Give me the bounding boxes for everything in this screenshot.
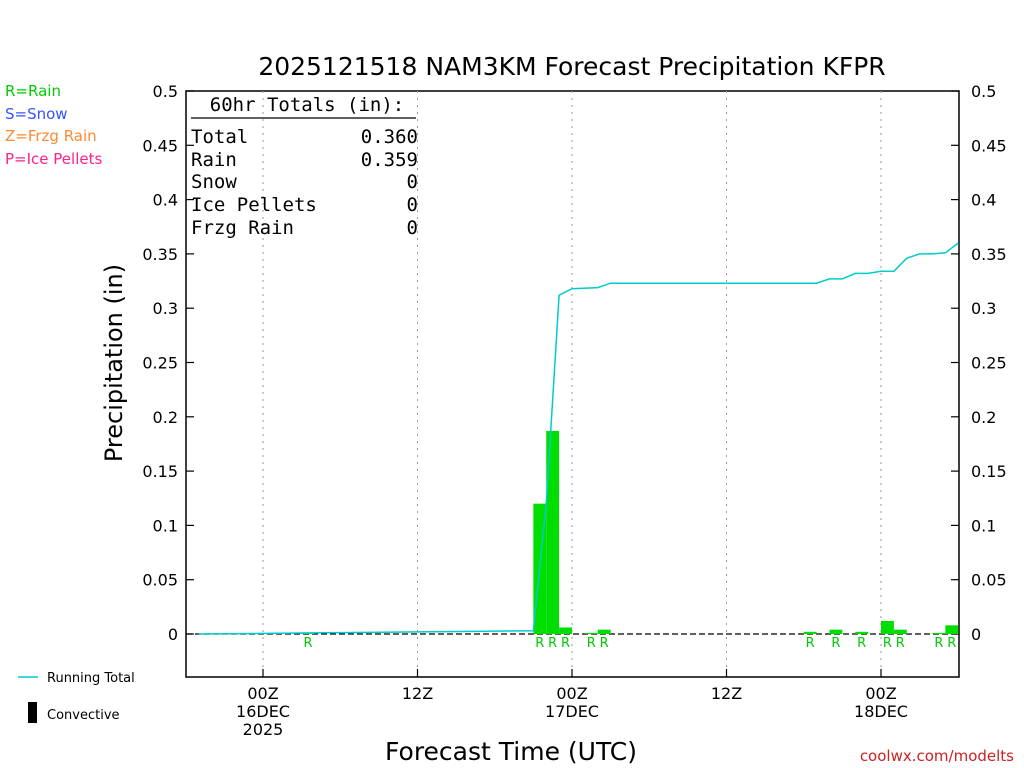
precip-type-label: R xyxy=(548,636,557,651)
totals-value-rain: 0.359 xyxy=(361,149,418,171)
convective-legend-swatch xyxy=(28,702,37,723)
precip-type-label: R xyxy=(587,636,596,651)
precip-type-label: R xyxy=(947,636,956,651)
precip-bar xyxy=(829,629,843,634)
totals-label-snow: Snow xyxy=(191,171,237,193)
y-tick-label-right: 0.15 xyxy=(971,462,1007,481)
precip-type-label: R xyxy=(535,636,544,651)
x-tick-label: 2025 xyxy=(243,720,284,739)
x-tick-label: 17DEC xyxy=(545,702,599,721)
x-tick-label: 00Z xyxy=(247,684,278,703)
y-tick-label-left: 0.3 xyxy=(153,299,178,318)
x-tick-label: 16DEC xyxy=(236,702,290,721)
x-tick-label: 00Z xyxy=(865,684,896,703)
chart-title: 2025121518 NAM3KM Forecast Precipitation… xyxy=(258,52,885,81)
precip-type-legend: R=Rain S=Snow Z=Frzg Rain P=Ice Pellets xyxy=(5,82,102,168)
y-tick-label-right: 0.3 xyxy=(971,299,996,318)
precip-bar xyxy=(945,625,959,634)
precip-bar xyxy=(855,631,869,634)
grid-lines xyxy=(262,91,882,677)
precip-bar xyxy=(881,620,894,634)
precip-type-label: R xyxy=(934,636,943,651)
running-total-legend-label: Running Total xyxy=(47,671,135,686)
y-tick-label-left: 0 xyxy=(168,625,178,644)
y-tick-label-left: 0.5 xyxy=(153,82,178,101)
x-tick-label: 12Z xyxy=(711,684,742,703)
precip-bars xyxy=(301,430,959,634)
x-tick-label: 00Z xyxy=(556,684,587,703)
totals-label-frzg-rain: Frzg Rain xyxy=(191,217,294,239)
y-tick-label-right: 0.35 xyxy=(971,245,1007,264)
totals-label-ice-pellets: Ice Pellets xyxy=(191,194,317,216)
y-axis-left: 0 0.05 0.1 0.15 0.2 0.25 0.3 0.35 0.4 0.45 0.5 xyxy=(142,82,194,644)
legend-snow: S=Snow xyxy=(5,105,68,123)
y-axis-title: Precipitation (in) xyxy=(100,264,128,462)
totals-value-ice-pellets: 0 xyxy=(407,194,418,216)
legend-ice-pellets: P=Ice Pellets xyxy=(5,150,102,168)
precip-type-label: R xyxy=(806,636,815,651)
x-axis-title: Forecast Time (UTC) xyxy=(385,737,637,766)
y-tick-label-right: 0.45 xyxy=(971,136,1007,155)
x-tick-label: 18DEC xyxy=(854,702,908,721)
precip-bar xyxy=(803,631,817,634)
y-tick-label-right: 0.4 xyxy=(971,191,996,210)
y-tick-label-right: 0 xyxy=(971,625,981,644)
precip-bar xyxy=(546,430,560,634)
precip-type-label: R xyxy=(896,636,905,651)
legend-frzg-rain: Z=Frzg Rain xyxy=(5,127,97,145)
y-tick-label-left: 0.35 xyxy=(142,245,178,264)
totals-value-snow: 0 xyxy=(407,171,418,193)
legend-rain: R=Rain xyxy=(5,82,61,100)
x-tick-label: 12Z xyxy=(402,684,433,703)
totals-label-rain: Rain xyxy=(191,149,237,171)
y-tick-label-right: 0.5 xyxy=(971,82,996,101)
y-tick-label-right: 0.25 xyxy=(971,354,1007,373)
y-tick-label-right: 0.1 xyxy=(971,516,996,535)
y-tick-label-left: 0.4 xyxy=(153,191,178,210)
y-axis-right: 0 0.05 0.1 0.15 0.2 0.25 0.3 0.35 0.4 0.45 0.5 xyxy=(951,82,1007,644)
precip-bar xyxy=(584,632,598,634)
totals-label-total: Total xyxy=(191,126,248,148)
precip-bar xyxy=(932,632,946,634)
totals-box: 60hr Totals (in): Total 0.360 Rain 0.359… xyxy=(191,94,418,239)
y-tick-label-right: 0.2 xyxy=(971,408,996,427)
y-tick-label-left: 0.2 xyxy=(153,408,178,427)
precip-bar xyxy=(893,629,907,634)
precip-type-label: R xyxy=(883,636,892,651)
precip-type-label: R xyxy=(857,636,866,651)
precip-bar xyxy=(597,629,611,634)
precip-type-label: R xyxy=(600,636,609,651)
y-tick-label-left: 0.05 xyxy=(142,571,178,590)
precip-type-label: R xyxy=(831,636,840,651)
y-tick-label-left: 0.15 xyxy=(142,462,178,481)
convective-legend-label: Convective xyxy=(47,708,120,723)
y-tick-label-left: 0.1 xyxy=(153,516,178,535)
y-tick-label-left: 0.45 xyxy=(142,136,178,155)
series-legend: Running Total Convective xyxy=(18,671,135,723)
precip-bar xyxy=(559,627,572,634)
precip-type-label: R xyxy=(304,636,313,651)
totals-value-total: 0.360 xyxy=(361,126,418,148)
credit-text: coolwx.com/modelts xyxy=(860,747,1014,765)
precip-type-label: R xyxy=(561,636,570,651)
totals-header: 60hr Totals (in): xyxy=(210,94,404,116)
y-tick-label-left: 0.25 xyxy=(142,354,178,373)
totals-value-frzg-rain: 0 xyxy=(407,217,418,239)
running-total-line xyxy=(198,242,959,635)
y-tick-label-right: 0.05 xyxy=(971,571,1007,590)
